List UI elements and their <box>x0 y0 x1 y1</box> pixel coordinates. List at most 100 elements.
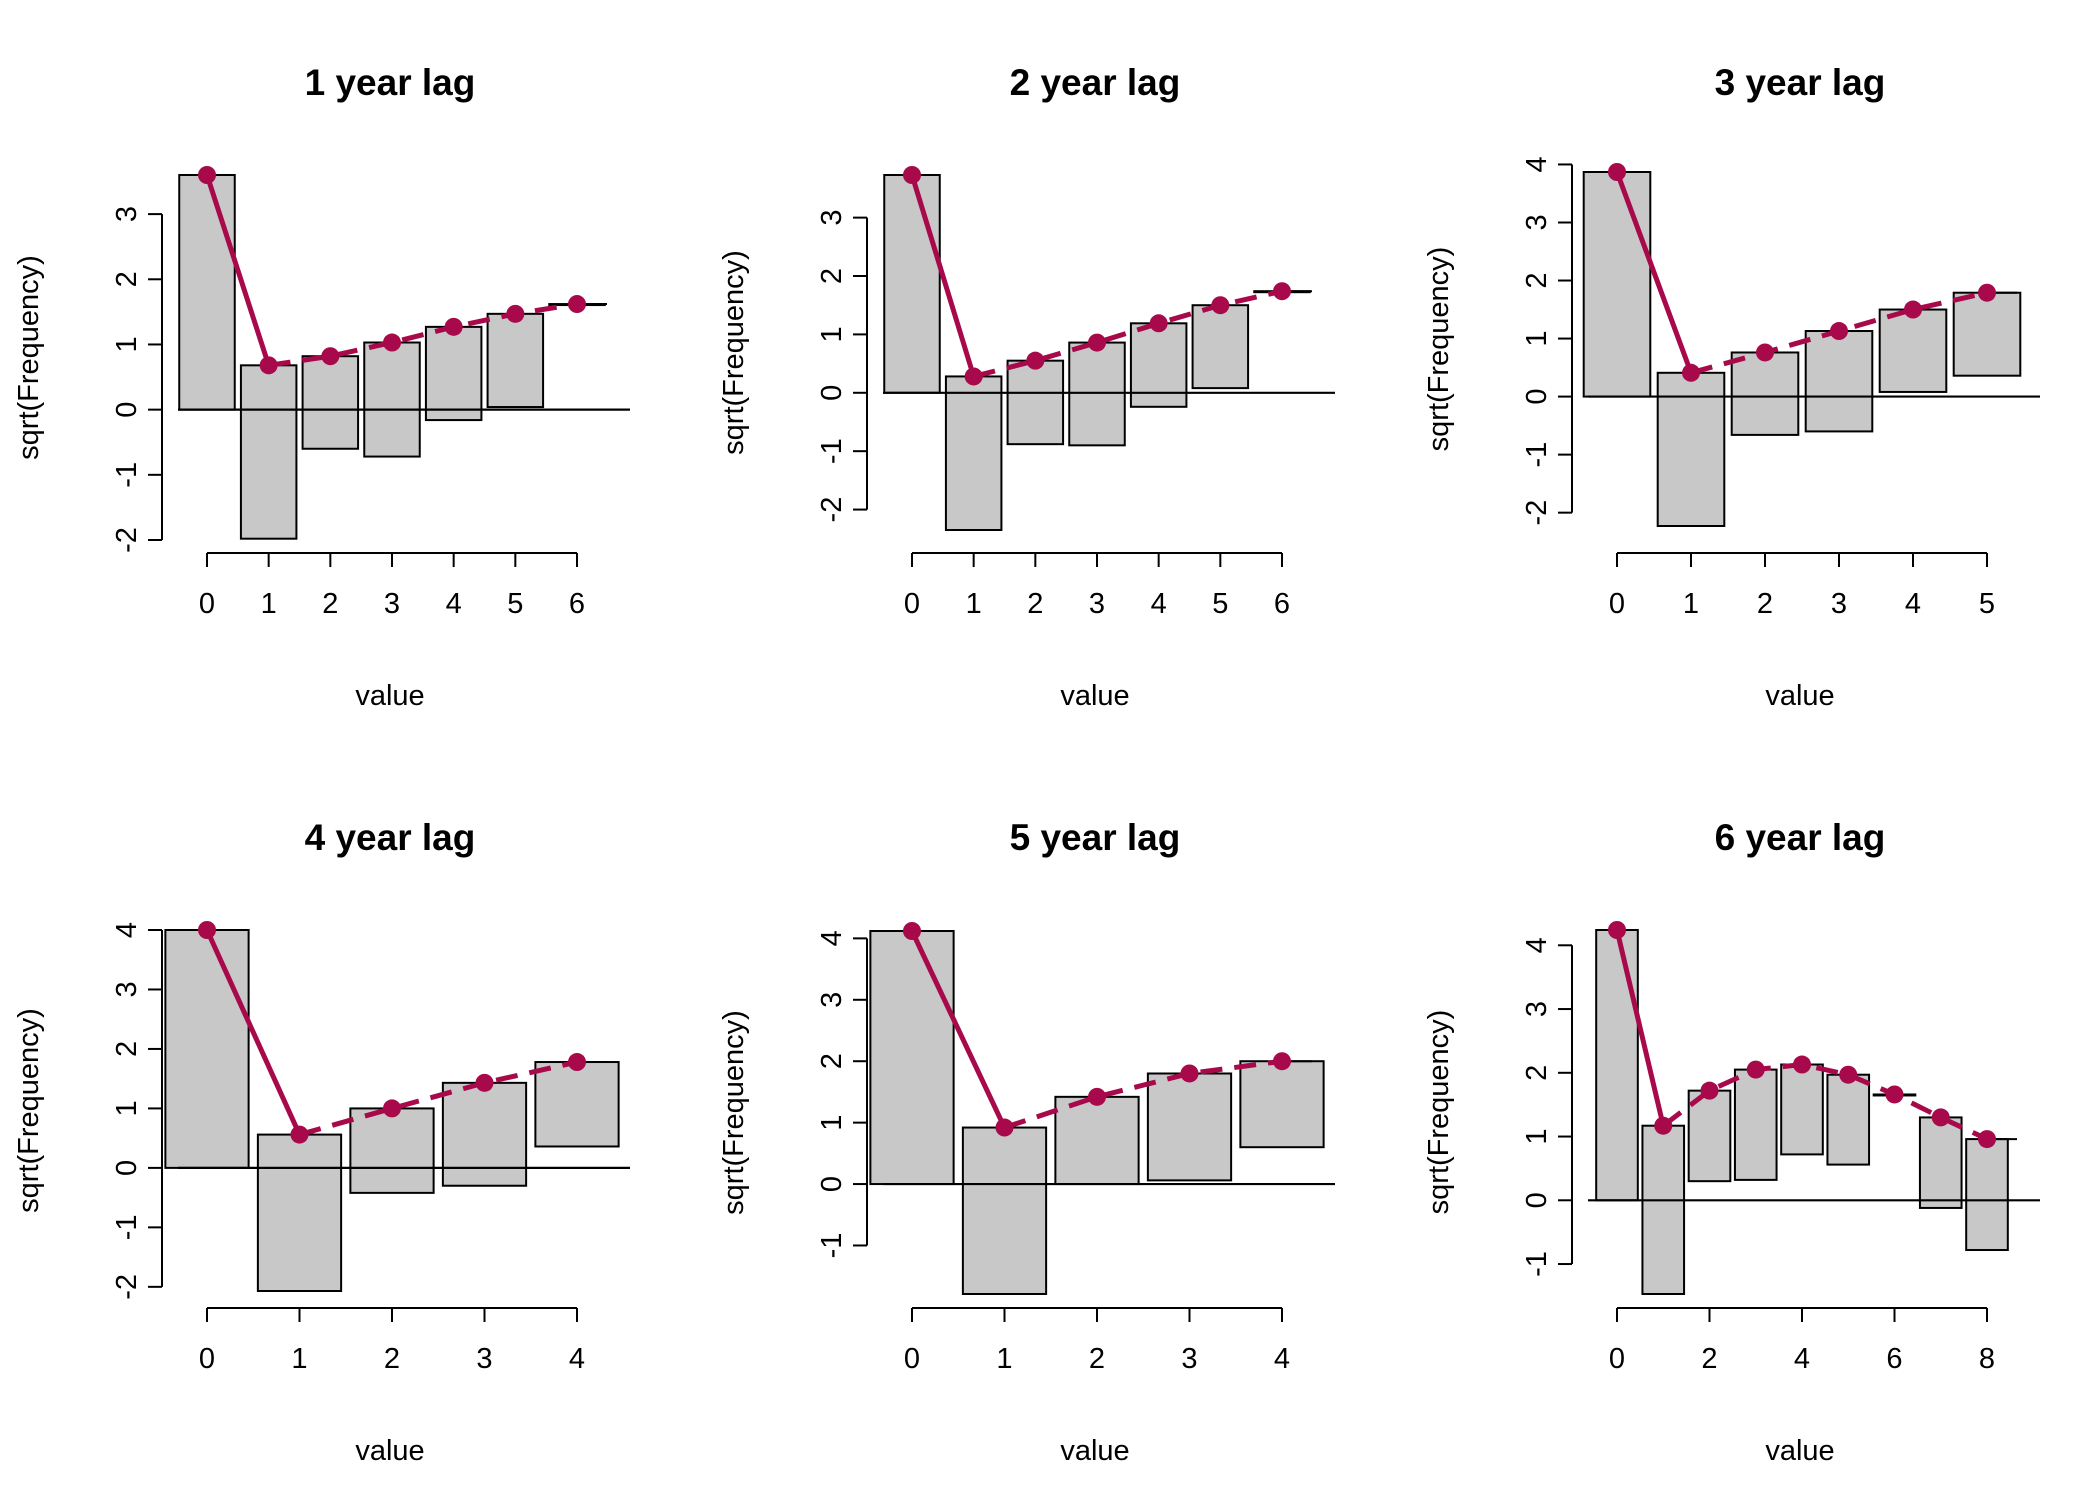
fitted-point-1 <box>290 1125 309 1144</box>
x-tick-label: 8 <box>1979 1343 1995 1375</box>
y-tick-label: 4 <box>1521 156 1553 172</box>
x-tick-label: 5 <box>1979 588 1995 620</box>
fitted-point-2 <box>1088 1087 1106 1106</box>
fitted-point-8 <box>1978 1130 1996 1149</box>
fitted-point-2 <box>1700 1081 1719 1100</box>
y-axis-label: sqrt(Frequency) <box>1423 247 1455 452</box>
bar-2 <box>1054 1095 1140 1186</box>
x-axis: 0 1 2 3 4 5 6 <box>199 552 585 620</box>
y-tick-label: 1 <box>1521 1128 1553 1144</box>
bar-0 <box>1582 171 1652 398</box>
bar-0 <box>178 174 236 411</box>
bar-4 <box>1878 308 1948 393</box>
x-tick-label: 4 <box>1794 1343 1810 1375</box>
fitted-point-2 <box>321 347 340 366</box>
y-tick-label: 1 <box>816 1115 848 1131</box>
x-tick-label: 1 <box>291 1343 307 1375</box>
y-tick-label: 1 <box>1521 330 1553 346</box>
fitted-point-7 <box>1931 1108 1950 1127</box>
fitted-line-dashed <box>268 301 578 368</box>
x-tick-label: 6 <box>569 588 585 620</box>
bar-0 <box>1595 929 1639 1202</box>
y-tick-label: 2 <box>111 271 143 287</box>
bar-2 <box>349 1107 435 1194</box>
x-tick-label: 2 <box>322 588 338 620</box>
y-tick-label: -2 <box>111 1274 143 1300</box>
x-tick-label: 3 <box>476 1343 492 1375</box>
bar-5 <box>1952 291 2022 377</box>
fitted-point-4 <box>1149 314 1168 333</box>
fitted-line-segment <box>909 174 977 378</box>
fitted-point-3 <box>1088 333 1106 352</box>
fitted-point-6 <box>1273 282 1291 301</box>
bar-4 <box>1129 322 1188 408</box>
panel-title: 1 year lag <box>305 62 476 103</box>
y-tick-label: 1 <box>111 1100 143 1116</box>
fitted-line-segment <box>1614 929 1666 1127</box>
x-tick-label: 5 <box>507 588 523 620</box>
y-tick-label: -2 <box>816 497 848 523</box>
y-axis-label: sqrt(Frequency) <box>13 255 45 460</box>
bar-4 <box>534 1061 620 1148</box>
y-tick-label: -1 <box>111 462 143 488</box>
x-axis: 0 1 2 3 4 <box>904 1307 1290 1375</box>
fitted-point-1 <box>964 367 983 386</box>
y-tick-label: -2 <box>1521 500 1553 526</box>
x-tick-label: 0 <box>199 588 215 620</box>
panel-title: 3 year lag <box>1715 62 1886 103</box>
fitted-point-3 <box>475 1073 494 1092</box>
x-tick-label: 6 <box>1886 1343 1902 1375</box>
x-tick-label: 3 <box>384 588 400 620</box>
x-axis-label: value <box>1765 1435 1834 1467</box>
fitted-point-4 <box>444 317 463 336</box>
y-tick-label: 2 <box>1521 272 1553 288</box>
panel-title: 2 year lag <box>1010 62 1181 103</box>
panel-3: 3 year lagvaluesqrt(Frequency)-2-1012340… <box>1423 62 2040 712</box>
y-axis: -1 0 1 2 3 4 <box>816 930 868 1258</box>
x-axis: 0 1 2 3 4 5 6 <box>904 552 1290 620</box>
x-axis-label: value <box>355 680 424 712</box>
panel-title: 4 year lag <box>305 817 476 858</box>
bar-1 <box>944 375 1003 531</box>
panel-1: 1 year lag value sqrt(Frequency) -2 -1 0 1 2 3 0 1… <box>13 62 630 712</box>
y-axis: -2 -1 0 1 2 3 <box>111 206 163 553</box>
bar-2 <box>1730 351 1800 436</box>
bar-3 <box>441 1081 528 1187</box>
fitted-point-2 <box>383 1099 401 1118</box>
y-tick-label: 4 <box>111 922 143 938</box>
y-tick-label: -2 <box>111 527 143 553</box>
bar-7 <box>1918 1116 1963 1209</box>
x-tick-label: 2 <box>384 1343 400 1375</box>
bar-5 <box>486 312 545 409</box>
bar-2 <box>1006 359 1065 446</box>
x-tick-label: 1 <box>1683 588 1699 620</box>
y-tick-label: 0 <box>111 402 143 418</box>
fitted-point-4 <box>1793 1055 1811 1074</box>
y-tick-label: 2 <box>111 1041 143 1057</box>
y-tick-label: 1 <box>816 326 848 342</box>
y-tick-label: 2 <box>816 268 848 284</box>
y-axis-label: sqrt(Frequency) <box>718 1010 750 1215</box>
x-axis: 0 2 4 6 8 <box>1609 1307 1995 1375</box>
x-tick-label: 0 <box>1609 588 1625 620</box>
bar-3 <box>1804 330 1874 433</box>
x-tick-label: 3 <box>1089 588 1105 620</box>
fitted-point-1 <box>1654 1116 1673 1135</box>
fitted-point-0 <box>1608 921 1626 939</box>
bar-1 <box>961 1126 1048 1295</box>
x-tick-label: 4 <box>1274 1343 1290 1375</box>
bar-8 <box>1965 1138 2009 1252</box>
y-tick-label: 3 <box>816 210 848 226</box>
fitted-point-0 <box>903 922 921 940</box>
x-axis-label: value <box>1765 680 1834 712</box>
fitted-line-segment <box>204 174 272 367</box>
y-tick-label: -1 <box>1521 1251 1553 1277</box>
panel-4: 4 year lagvaluesqrt(Frequency)-2-1012340… <box>13 817 630 1467</box>
fitted-point-2 <box>1026 351 1045 370</box>
panel-6: 6 year lag value sqrt(Frequency) -1 0 1 2 3 4 0 2 4… <box>1423 817 2040 1467</box>
x-tick-label: 4 <box>1905 588 1921 620</box>
bar-0 <box>869 930 955 1186</box>
bar-0 <box>883 174 941 394</box>
bar-2 <box>301 355 360 450</box>
